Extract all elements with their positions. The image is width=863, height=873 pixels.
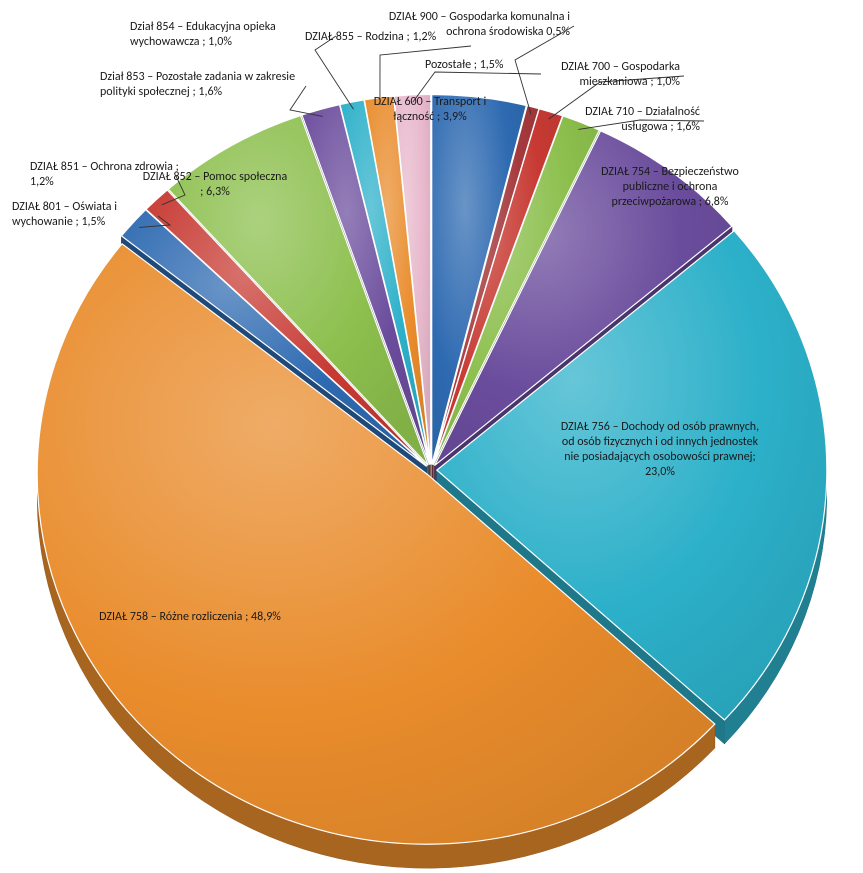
pie-chart: DZIAŁ 600 – Transport i łączność ; 3,9%D… [0,0,863,873]
pie-chart-svg [0,0,863,873]
